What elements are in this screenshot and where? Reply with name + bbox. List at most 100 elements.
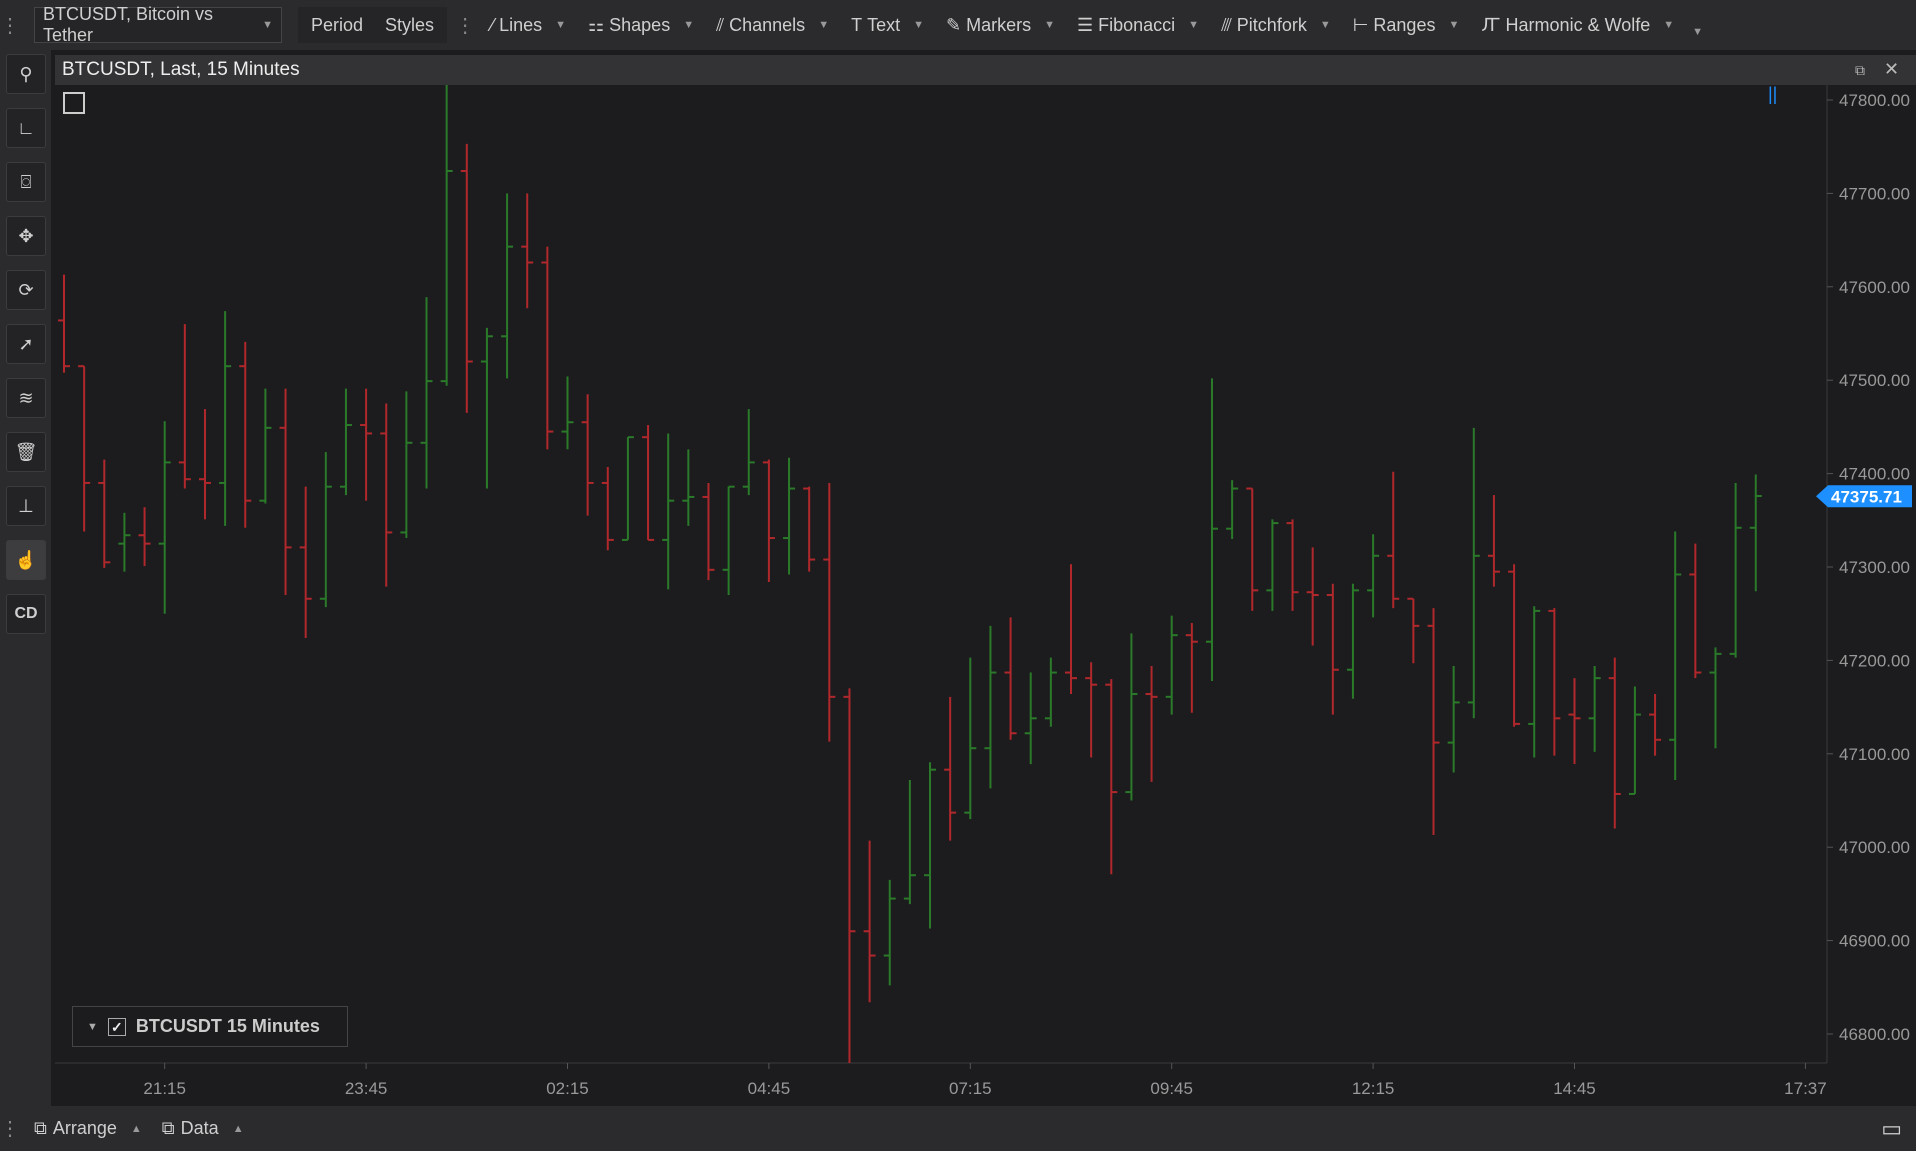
search-button[interactable]: ⚲ (6, 54, 46, 94)
hand-click-button[interactable]: ☝ (6, 540, 46, 580)
chevron-up-icon: ▲ (130, 1122, 142, 1135)
legend-checkbox[interactable]: ✓ (107, 1017, 126, 1036)
tool-channels[interactable]: ⫽ Channels ▼ (716, 15, 829, 36)
series-legend[interactable]: ▼ ✓ BTCUSDT 15 Minutes (72, 1006, 348, 1047)
tool-harmonic-wolfe[interactable]: Ꙥ Harmonic & Wolfe ▼ (1481, 15, 1674, 36)
ohlc-bar (319, 452, 332, 608)
ohlc-bar (1286, 519, 1299, 611)
ohlc-bar (98, 459, 111, 568)
price-tick-label: 47700.00 (1839, 184, 1910, 203)
ohlc-bar (984, 625, 997, 789)
styles-button[interactable]: Styles (385, 14, 435, 35)
layers-button[interactable]: ≋ (6, 378, 46, 418)
ohlc-bar (440, 85, 453, 386)
arrange-button[interactable]: ⧉ Arrange ▲ (34, 1118, 142, 1139)
legend-chevron-icon[interactable]: ▼ (87, 1020, 98, 1033)
ohlc-bar (1065, 564, 1077, 695)
period-button[interactable]: Period (311, 14, 364, 35)
data-button[interactable]: ⧉ Data ▲ (162, 1118, 244, 1139)
ohlc-bar (1145, 666, 1158, 782)
cursor-icon: ➚ (18, 333, 34, 354)
data-label: Data (180, 1118, 219, 1138)
tool-fibonacci[interactable]: ☰ Fibonacci ▼ (1077, 15, 1199, 36)
ohlc-bar (702, 482, 715, 581)
fibonacci-icon: ☰ (1076, 14, 1094, 35)
tool-lines[interactable]: ⁄ Lines ▼ (491, 15, 566, 36)
price-chart[interactable]: || 47800.00 47700.00 47600.00 47500.00 47400.… (0, 0, 1916, 1106)
pan-button[interactable]: ✥ (6, 216, 46, 256)
symbol-label: BTCUSDT, Bitcoin vs Tether (43, 4, 214, 45)
ohlc-bar (78, 365, 91, 532)
ohlc-bar (581, 394, 594, 516)
mouse-icon: ⌼ (20, 171, 32, 192)
ohlc-bar (420, 297, 433, 489)
ohlc-bar (1266, 519, 1279, 611)
ohlc-bar (1367, 534, 1380, 618)
price-tick-label: 47800.00 (1839, 91, 1910, 110)
ohlc-bar (1669, 531, 1682, 780)
tool-pitchfork[interactable]: ⫻ Pitchfork ▼ (1221, 15, 1331, 36)
bottom-bar: ⋮ ⧉ Arrange ▲ ⧉ Data ▲ ▭ (0, 1106, 1916, 1151)
ohlc-bar (178, 324, 191, 489)
tool-ranges[interactable]: ⊢ Ranges ▼ (1353, 15, 1460, 36)
ohlc-bar (924, 762, 937, 929)
ruler-button[interactable]: ∟ (6, 108, 46, 148)
mouse-button[interactable]: ⌼ (6, 162, 46, 202)
ohlc-bar (1205, 378, 1218, 681)
ohlc-bar (1689, 543, 1702, 679)
ohlc-bar (722, 485, 735, 596)
tool-shapes[interactable]: ⚏ Shapes ▼ (588, 15, 694, 36)
ohlc-bar (1628, 686, 1641, 795)
ruler-icon: ∟ (17, 117, 35, 138)
chart-title: BTCUSDT, Last, 15 Minutes (62, 59, 300, 80)
ohlc-bar (964, 657, 977, 820)
close-icon[interactable]: ✕ (1884, 59, 1900, 79)
chart-header: BTCUSDT, Last, 15 Minutes ⧉ ✕ (55, 55, 1916, 85)
axis-button[interactable]: ⊥ (6, 486, 46, 526)
tool-label: Shapes (609, 14, 671, 35)
price-tick-label: 47100.00 (1839, 745, 1910, 764)
ohlc-bar (1387, 471, 1400, 609)
panel-toggle-icon[interactable]: ▭ (1881, 1115, 1902, 1141)
refresh-button[interactable]: ⟳ (6, 270, 46, 310)
tool-label: Channels (729, 14, 806, 35)
drawing-toolbar: ⋮ BTCUSDT, Bitcoin vs Tether ▼ Period St… (0, 0, 1916, 50)
symbol-dropdown[interactable]: BTCUSDT, Bitcoin vs Tether ▼ (34, 4, 282, 45)
price-tick-label: 46900.00 (1839, 932, 1910, 951)
ohlc-bar (198, 409, 211, 520)
overflow-chevron-icon[interactable]: ▼ (1692, 26, 1704, 38)
chevron-down-icon: ▼ (555, 19, 566, 31)
restore-icon[interactable]: ⧉ (1855, 62, 1865, 78)
tool-label: Ranges (1373, 14, 1436, 35)
axis-icon: ⊥ (18, 495, 34, 516)
ohlc-bar (1487, 495, 1500, 587)
ohlc-bar (1447, 666, 1460, 773)
time-tick-label: 23:45 (345, 1079, 388, 1098)
ohlc-bar (1508, 564, 1521, 727)
trash-icon: 🗑 (14, 441, 38, 462)
trash-button[interactable]: 🗑 (6, 432, 46, 472)
time-tick-label: 04:45 (748, 1079, 791, 1098)
cursor-button[interactable]: ➚ (6, 324, 46, 364)
harmonic-icon: Ꙥ (1481, 14, 1501, 35)
tool-label: Markers (966, 14, 1032, 35)
hand-click-icon: ☝ (14, 549, 38, 570)
bottom-grip-icon[interactable]: ⋮ (0, 1118, 20, 1140)
tool-label: Harmonic & Wolfe (1505, 14, 1651, 35)
cd-button[interactable]: CD (6, 594, 46, 634)
ohlc-bar (883, 879, 896, 986)
ohlc-bar (1709, 647, 1722, 749)
ohlc-bar (642, 425, 655, 541)
chevron-down-icon: ▼ (1663, 19, 1675, 31)
ohlc-bar (1528, 606, 1541, 758)
ohlc-bar (601, 467, 614, 551)
ohlc-bar (1407, 597, 1420, 664)
tool-text[interactable]: T Text ▼ (851, 15, 924, 36)
tool-markers[interactable]: ✎ Markers ▼ (946, 15, 1055, 36)
pitchfork-icon: ⫻ (1221, 14, 1232, 35)
ohlc-bar (1729, 482, 1742, 658)
last-price-label: 47375.71 (1831, 487, 1902, 506)
ohlc-bar (501, 193, 514, 379)
ohlc-bar (521, 193, 534, 309)
ohlc-bar (1588, 666, 1601, 752)
